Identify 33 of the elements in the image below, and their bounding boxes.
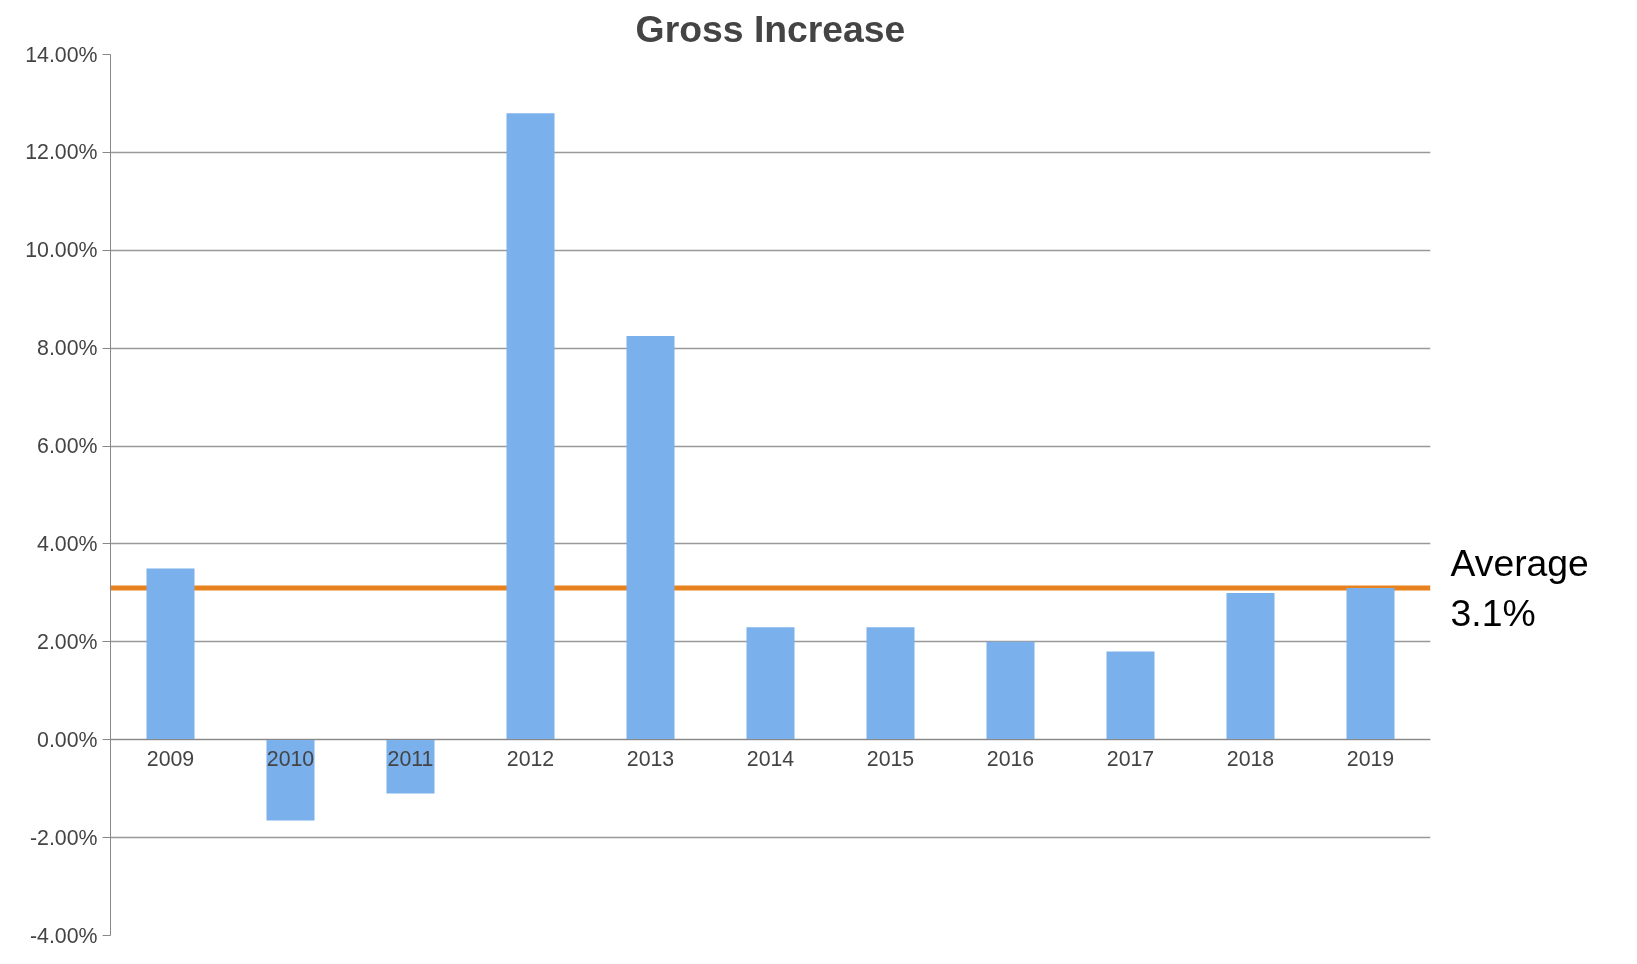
x-tick-label: 2019	[1346, 746, 1395, 771]
y-tick-label: 14.00%	[25, 42, 98, 67]
x-tick-label: 2013	[626, 746, 675, 771]
y-tick-label: 8.00%	[37, 336, 98, 361]
bar	[1346, 587, 1395, 740]
y-tick-label: 2.00%	[37, 629, 98, 654]
x-tick-label: 2016	[986, 746, 1035, 771]
bar	[506, 113, 555, 740]
bar	[626, 335, 675, 740]
bar	[1106, 651, 1155, 740]
bar	[746, 627, 795, 740]
x-tick-label: 2012	[506, 746, 555, 771]
y-tick-label: -2.00%	[29, 825, 98, 850]
y-tick-label: 4.00%	[37, 531, 98, 556]
bar	[986, 641, 1035, 740]
bar	[146, 568, 195, 740]
x-tick-label: 2014	[746, 746, 795, 771]
x-tick-label: 2010	[266, 746, 315, 771]
y-tick-label: 12.00%	[25, 140, 98, 165]
y-tick-label: 10.00%	[25, 238, 98, 263]
x-tick-label: 2011	[387, 746, 434, 771]
bar	[1226, 592, 1275, 740]
bar	[866, 627, 915, 740]
bar	[266, 739, 315, 821]
x-tick-label: 2018	[1226, 746, 1275, 771]
y-tick-label: 6.00%	[37, 434, 98, 459]
chart-title: Gross Increase	[635, 7, 906, 50]
y-tick-label: -4.00%	[29, 923, 98, 948]
x-tick-label: 2009	[146, 746, 195, 771]
x-tick-label: 2015	[866, 746, 915, 771]
x-tick-label: 2017	[1106, 746, 1155, 771]
ref-line-label: Average 3.1%	[1450, 541, 1589, 635]
y-tick-label: 0.00%	[37, 727, 98, 752]
